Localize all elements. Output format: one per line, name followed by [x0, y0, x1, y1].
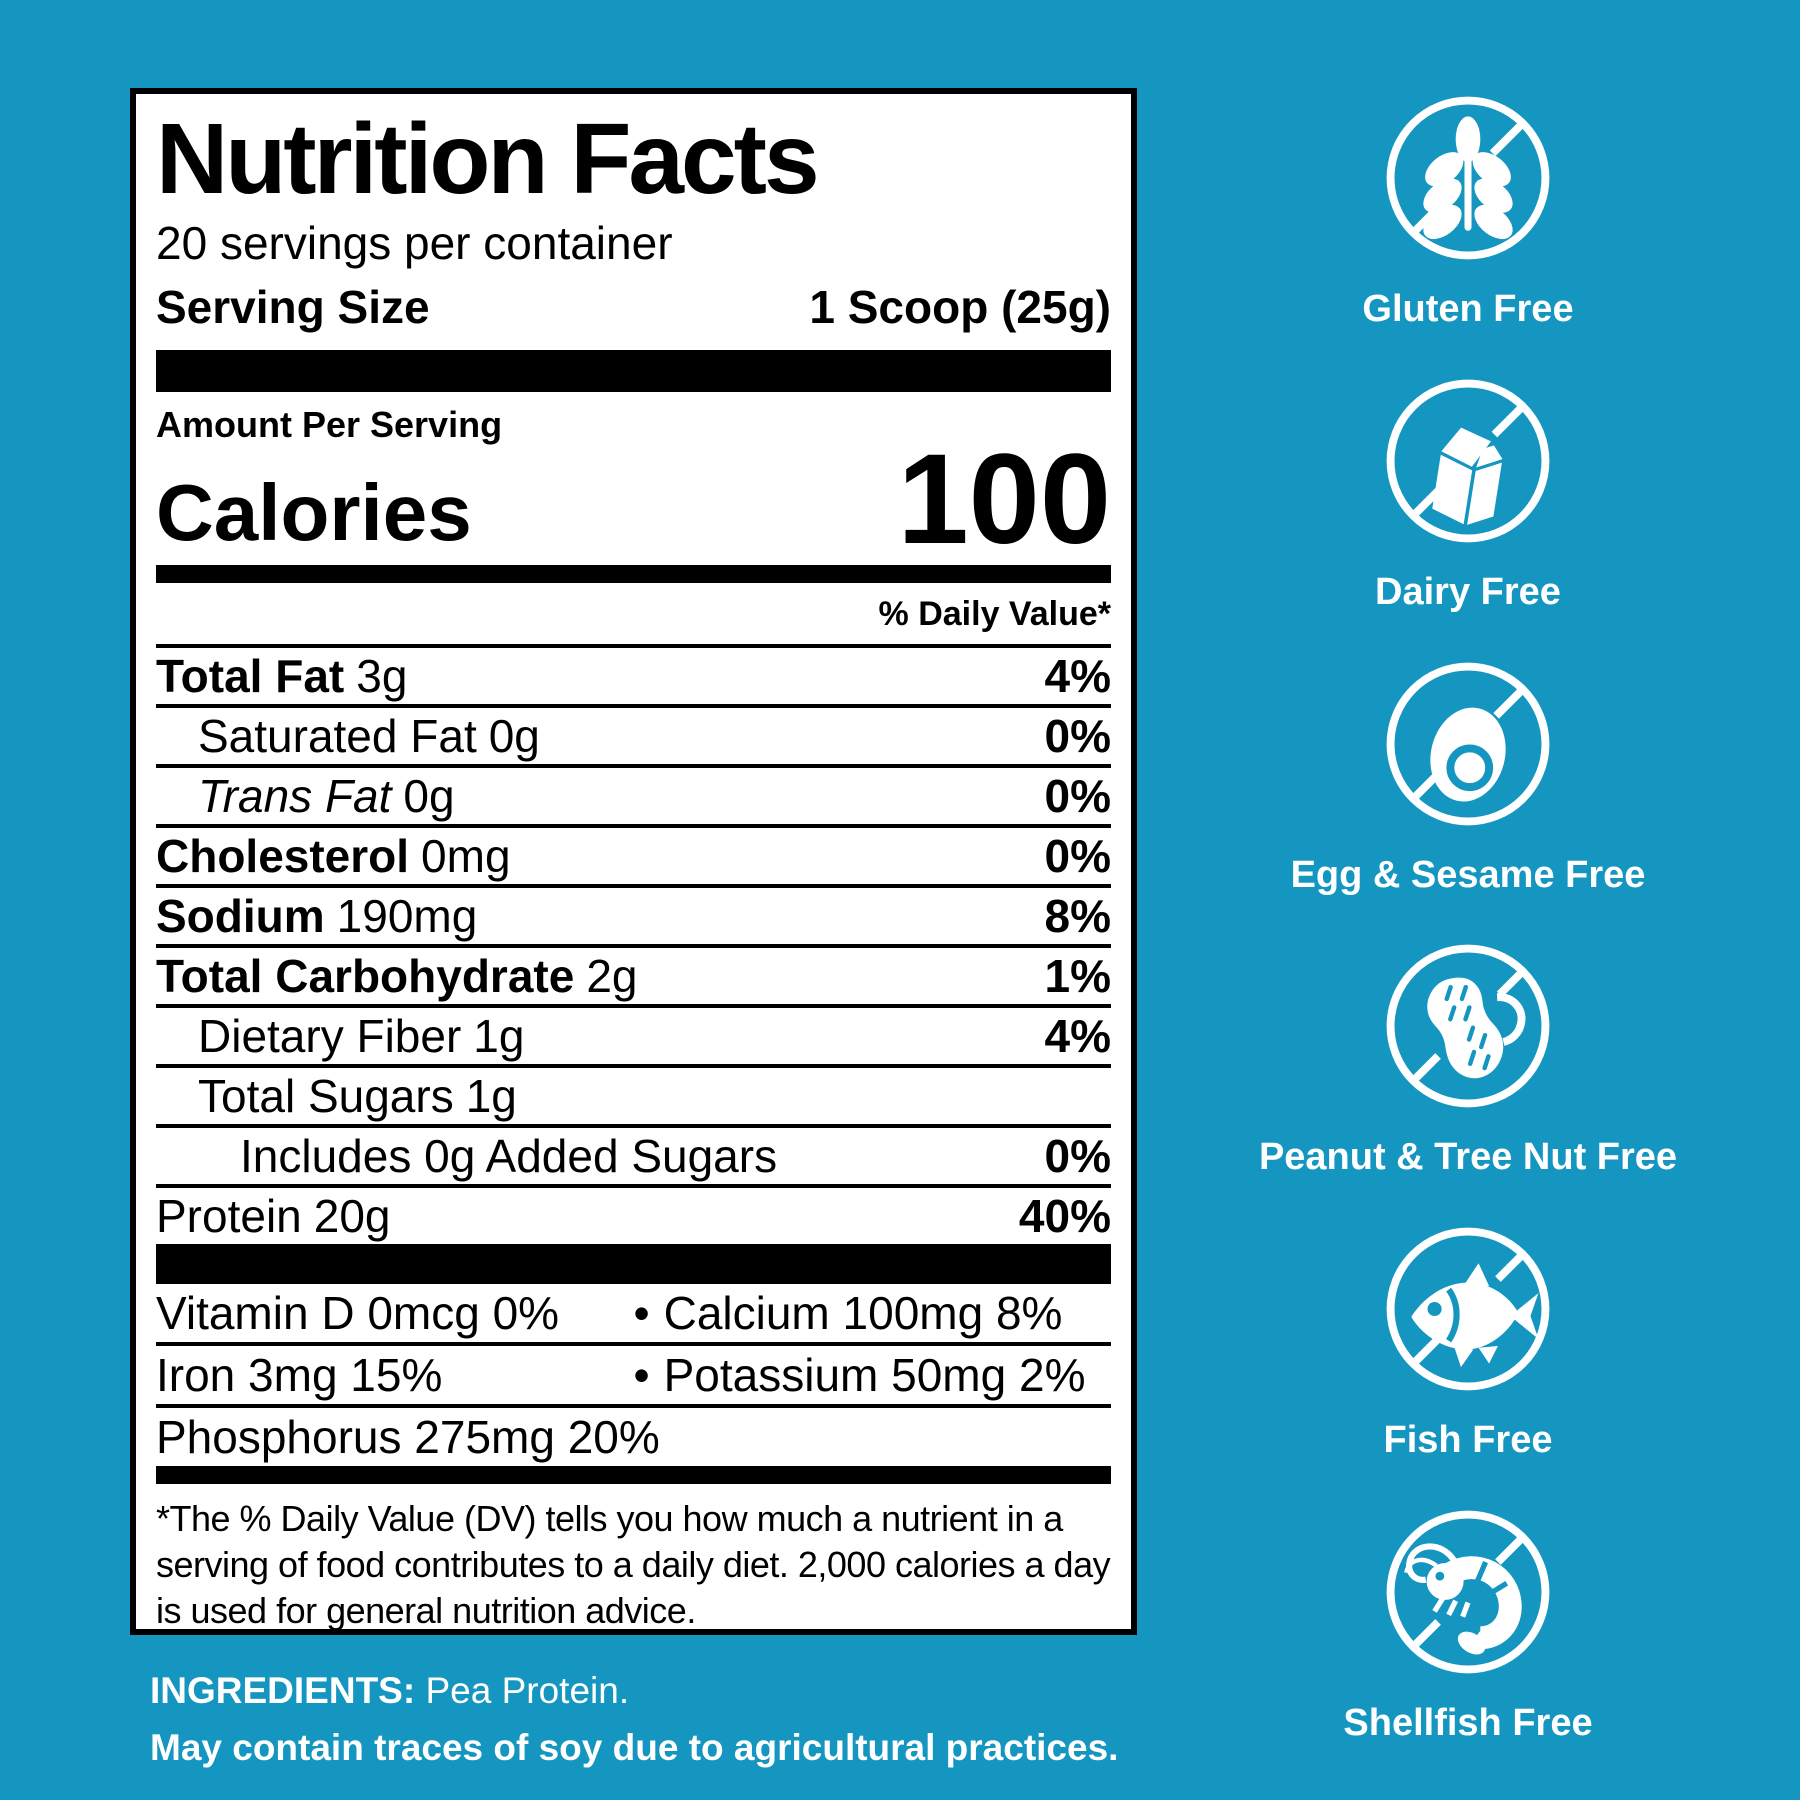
badge-dairy-free: Dairy Free [1248, 373, 1688, 614]
fish-icon [1380, 1221, 1556, 1397]
bullet: • [633, 1348, 650, 1401]
nutrient-row-trans-fat: Trans Fat 0g 0% [156, 763, 1111, 824]
serving-size-value: 1 Scoop (25g) [809, 281, 1111, 333]
nutrient-row-total-sugars: Total Sugars 1g [156, 1063, 1111, 1124]
calories-label: Calories [156, 467, 472, 557]
serving-size-row: Serving Size 1 Scoop (25g) [156, 280, 1111, 334]
nutrient-row-added-sugars: Includes 0g Added Sugars 0% [156, 1123, 1111, 1184]
badge-label: Shellfish Free [1343, 1701, 1593, 1744]
calories-value: 100 [897, 428, 1111, 571]
daily-value-header: % Daily Value* [878, 594, 1111, 633]
peanut-icon [1380, 938, 1556, 1114]
badge-label: Gluten Free [1362, 288, 1574, 330]
micronutrient-row-phosphorus: Phosphorus 275mg 20% [156, 1403, 1111, 1466]
divider-bar-thick-2 [156, 1243, 1111, 1284]
amount-per-serving-label: Amount Per Serving [156, 404, 503, 445]
ingredients-label: INGREDIENTS: [150, 1670, 416, 1711]
calories-row: Calories 100 [156, 428, 1111, 571]
micronutrient-row-vitamin-d-calcium: Vitamin D 0mcg 0% • Calcium 100mg 8% [156, 1286, 1063, 1339]
wheat-icon [1380, 90, 1556, 266]
badge-fish-free: Fish Free [1248, 1221, 1688, 1462]
daily-value-footnote: *The % Daily Value (DV) tells you how mu… [156, 1497, 1111, 1632]
milk-carton-icon [1380, 373, 1556, 549]
badge-gluten-free: Gluten Free [1248, 90, 1688, 331]
nutrient-row-protein: Protein 20g 40% [156, 1183, 1111, 1244]
divider-bar-thick [156, 350, 1111, 392]
nutrient-row-total-carbohydrate: Total Carbohydrate 2g 1% [156, 943, 1111, 1004]
badge-shellfish-free: Shellfish Free [1248, 1504, 1688, 1745]
badge-peanut-tree-nut-free: Peanut & Tree Nut Free [1248, 938, 1688, 1179]
allergen-badges-column: Gluten Free Dair [1248, 90, 1688, 1745]
nutrient-row-saturated-fat: Saturated Fat 0g 0% [156, 703, 1111, 764]
bullet: • [633, 1286, 650, 1339]
nutrient-row-sodium: Sodium 190mg 8% [156, 883, 1111, 944]
serving-size-label: Serving Size [156, 281, 430, 333]
ingredients-note: May contain traces of soy due to agricul… [150, 1727, 1119, 1769]
badge-label: Egg & Sesame Free [1290, 853, 1646, 896]
nutrition-facts-title: Nutrition Facts [156, 103, 820, 215]
badge-label: Dairy Free [1375, 570, 1561, 613]
servings-per-container: 20 servings per container [156, 217, 673, 269]
ingredients-block: INGREDIENTS: Pea Protein. May contain tr… [150, 1662, 1300, 1777]
nutrient-row-cholesterol: Cholesterol 0mg 0% [156, 823, 1111, 884]
micronutrient-row-iron-potassium: Iron 3mg 15% • Potassium 50mg 2% [156, 1341, 1111, 1404]
ingredients-line: INGREDIENTS: Pea Protein. [150, 1662, 1300, 1719]
ingredients-value: Pea Protein. [425, 1670, 630, 1711]
badge-egg-sesame-free: Egg & Sesame Free [1248, 656, 1688, 897]
egg-icon [1380, 656, 1556, 832]
divider-bar-thin [156, 1465, 1111, 1484]
nutrient-row-dietary-fiber: Dietary Fiber 1g 4% [156, 1003, 1111, 1064]
badge-label: Fish Free [1383, 1419, 1553, 1462]
badge-label: Peanut & Tree Nut Free [1258, 1136, 1678, 1179]
divider-bar-medium [156, 564, 1111, 583]
nutrient-row-total-fat: Total Fat 3g 4% [156, 643, 1111, 704]
shrimp-icon [1380, 1504, 1556, 1680]
nutrition-facts-panel: Nutrition Facts 20 servings per containe… [130, 88, 1137, 1635]
